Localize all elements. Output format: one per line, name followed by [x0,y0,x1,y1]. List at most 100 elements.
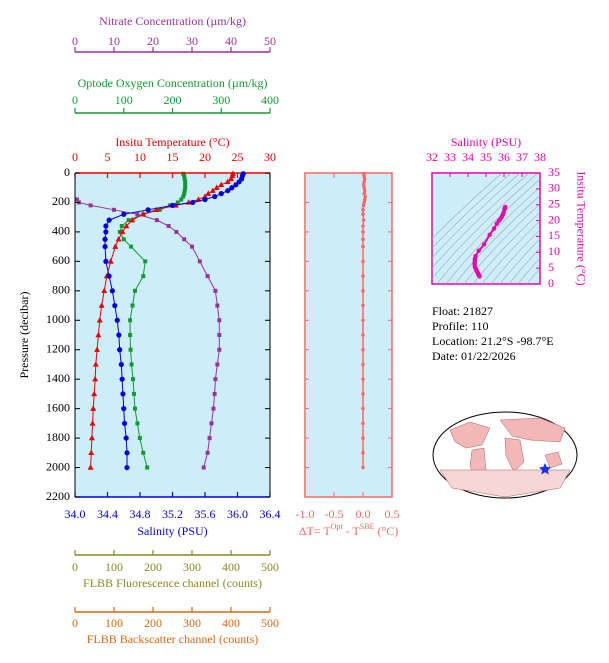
info-line: Float: 21827 [432,304,493,318]
marker [94,346,101,352]
marker [361,259,365,264]
marker [103,258,109,264]
x-tick-label: 400 [222,616,240,630]
density-contour [432,173,530,269]
marker [361,451,365,455]
marker [92,375,99,382]
density-contour [490,229,540,284]
y-tick-label: 20 [548,212,560,226]
density-contour [432,173,503,240]
marker [197,259,202,264]
marker [90,405,97,411]
marker [132,406,137,411]
marker [361,237,365,242]
marker [361,318,365,323]
marker [361,377,365,381]
x-tick-label: 38 [534,150,546,164]
marker [129,216,136,223]
marker [182,173,187,178]
x-tick-label: 35.2 [162,507,183,521]
x-tick-label: 200 [144,560,162,574]
marker [213,184,220,190]
x-tick-label: 33 [444,150,456,164]
x-tick-label: 500 [261,560,279,574]
x-axis-title: Salinity (PSU) [451,135,521,149]
marker [205,274,210,279]
marker [218,191,224,197]
marker [477,274,482,279]
marker [217,318,222,323]
x-tick-label: 300 [183,616,201,630]
x-tick-label: 500 [261,616,279,630]
marker [106,217,112,223]
marker [137,436,142,441]
marker [190,244,194,249]
marker [120,391,126,397]
x-tick-label: -1.0 [296,507,315,521]
marker [182,237,187,242]
marker [212,193,218,200]
marker [491,226,497,231]
axis-title: FLBB Backscatter channel (counts) [87,632,259,646]
marker [361,406,365,411]
marker [88,434,95,441]
x-tick-label: 32 [426,150,438,164]
marker [361,303,365,308]
marker [119,228,126,235]
marker [126,218,131,223]
marker [131,391,136,396]
plot-background [75,173,270,497]
marker [112,302,118,309]
marker [112,243,119,249]
x-tick-label: 34.8 [130,507,151,521]
x-tick-label: 50 [264,34,276,48]
marker [361,230,365,234]
marker [209,421,214,426]
marker [124,450,130,456]
marker [217,347,222,352]
y-tick-label: 0 [64,165,70,179]
density-contour [436,178,540,284]
marker [95,331,102,338]
marker [362,180,366,184]
y-tick-label: 1400 [46,371,70,385]
y-tick-label: 5 [548,260,554,274]
density-contour [508,247,540,284]
marker [103,229,109,235]
marker [121,237,126,242]
marker [211,406,216,411]
density-contour [432,173,539,280]
marker [128,333,133,337]
x-tick-label: 200 [144,616,162,630]
marker [361,362,365,367]
marker [228,175,234,182]
x-tick-label: 30 [186,34,198,48]
marker [114,317,120,323]
marker [141,274,146,279]
marker [117,347,123,353]
x-tick-label: -0.5 [325,507,344,521]
x-tick-label: 35.6 [195,507,216,521]
x-tick-label: 0 [72,560,78,574]
x-axis-title-part: ΔT= T [299,524,332,538]
marker [361,274,365,278]
marker [361,224,365,228]
marker [135,421,140,426]
y-axis-title: Insitu Temperature (°C) [574,171,588,285]
y-tick-label: 1800 [46,430,70,444]
x-tick-label: 400 [261,93,279,107]
marker [361,208,365,212]
marker [119,376,125,382]
marker [215,362,220,367]
y-tick-label: 200 [52,194,70,208]
marker [190,199,196,206]
marker [92,361,99,367]
marker [362,177,367,181]
marker [118,361,124,368]
marker [183,182,188,187]
marker [174,229,179,234]
marker [143,259,148,264]
marker [205,450,210,455]
marker [207,436,212,441]
axis-title: Salinity (PSU) [137,524,207,538]
